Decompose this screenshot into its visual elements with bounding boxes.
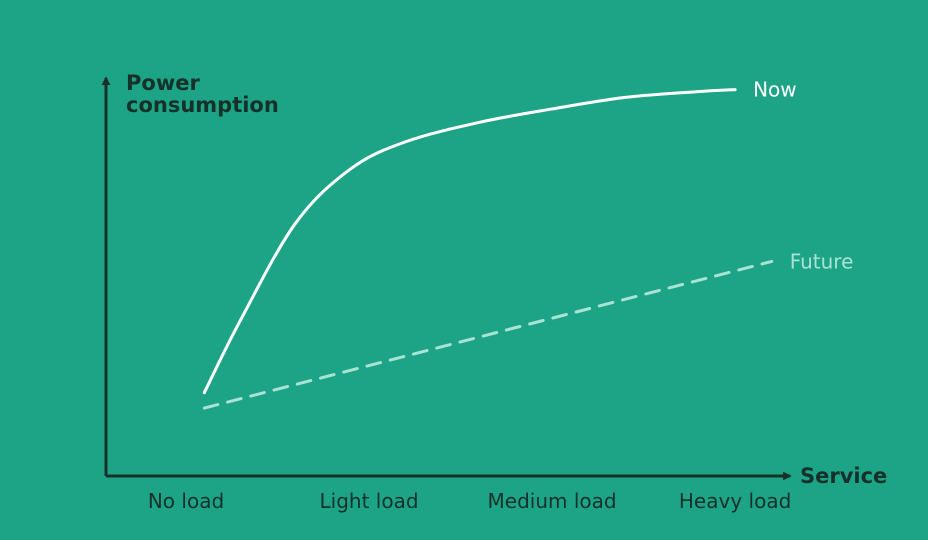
x-tick-labels: No load Light load Medium load Heavy load [148, 489, 791, 513]
y-axis-title-line-2: consumption [126, 93, 279, 117]
x-tick-label: No load [148, 489, 224, 513]
x-axis-title: Service [800, 464, 887, 488]
series-group: Now Future [202, 78, 854, 410]
x-tick-label: Medium load [488, 489, 617, 513]
series-line-now [202, 88, 737, 395]
series-label-now: Now [753, 78, 797, 102]
series-label-future: Future [790, 249, 854, 273]
x-tick-label: Light load [320, 489, 419, 513]
x-tick-label: Heavy load [679, 489, 791, 513]
y-axis-title-line-1: Power [126, 71, 200, 95]
series-line-future [202, 259, 774, 410]
